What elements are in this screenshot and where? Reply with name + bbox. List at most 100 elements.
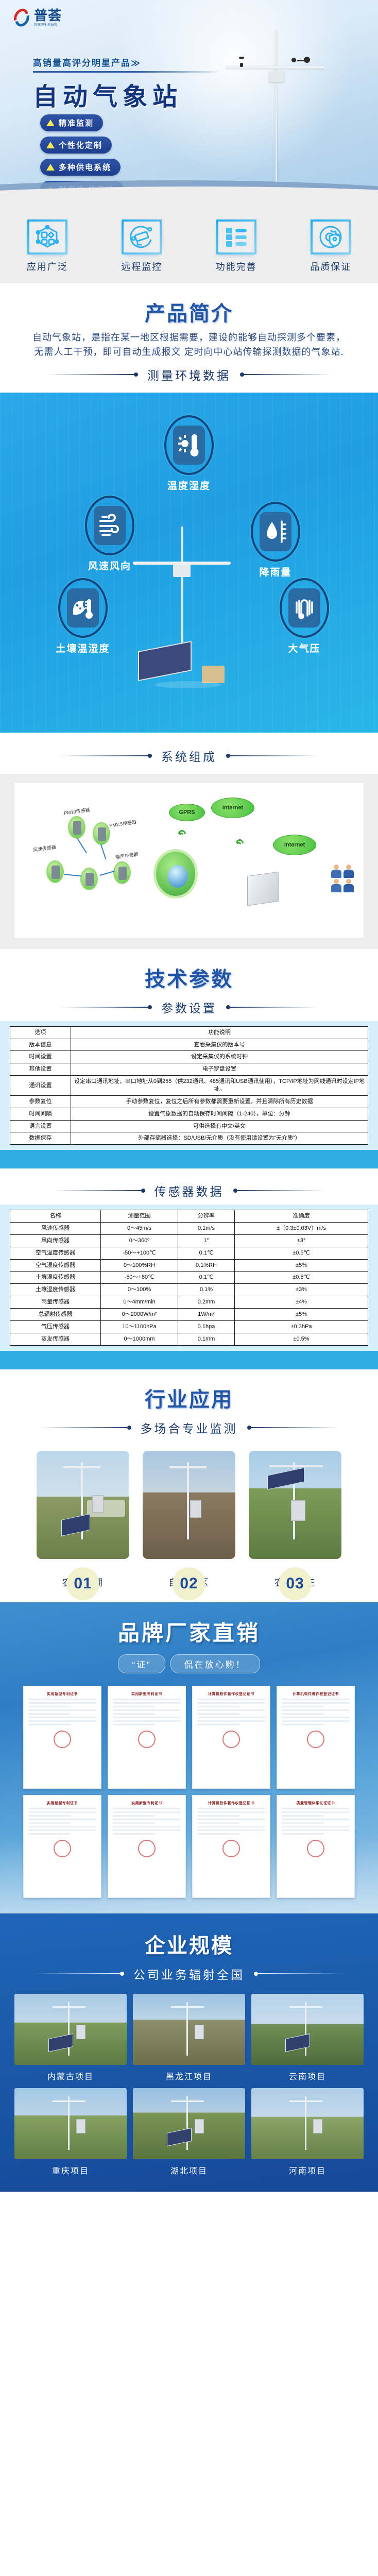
- feature-item-application[interactable]: 应用广泛: [9, 219, 86, 273]
- product-intro-section: 产品简介 自动气象站，是指在某一地区根据需要，建设的能够自动探测多个要素，无需人…: [0, 283, 378, 383]
- certificate-seal-icon: [138, 1839, 156, 1857]
- rule-line-right: [251, 1427, 339, 1428]
- diagram-link: [99, 870, 115, 876]
- certificate-card[interactable]: 实用新型专利证书: [23, 1794, 101, 1898]
- cell-desc: 设定串口通讯地址，串口地址从0到255（供232通讯、485通讯和USB通讯使用…: [71, 1075, 368, 1096]
- cell-range: 0～4mm/min: [100, 1296, 178, 1309]
- brand-subtitle-right: 侃在放心购！: [170, 1654, 260, 1673]
- measure-label: 风速风向: [88, 561, 131, 572]
- measure-rule: 测量环境数据: [24, 366, 354, 383]
- feature-item-quality[interactable]: 品质保证: [292, 219, 369, 273]
- diagram-node-internet-1: Internet: [211, 797, 254, 818]
- station-crossarm: [133, 561, 231, 565]
- cell-option: 时间间隔: [10, 1107, 71, 1121]
- hero-badge-label: 个性化定制: [59, 141, 103, 150]
- app-card-farmland[interactable]: 01 农田大棚: [37, 1450, 129, 1600]
- certificate-seal-icon: [54, 1839, 71, 1857]
- wind-vane-icon: [290, 56, 321, 67]
- rule-dot-right: [233, 1189, 237, 1193]
- certificate-card[interactable]: 实用新型专利证书: [23, 1685, 101, 1789]
- certificate-title: 计算机软件著作权登记证书: [208, 1801, 254, 1805]
- brand-subtitle-left: “证”: [118, 1654, 165, 1673]
- logo-tagline: 物联网生态服务: [34, 23, 58, 27]
- measurement-section: 温度湿度 风速风向: [0, 392, 378, 733]
- col-header-description: 功能说明: [71, 1026, 368, 1039]
- diagram-users: [331, 864, 354, 892]
- certificate-card[interactable]: 质量管理体系认证证书: [277, 1794, 355, 1898]
- measure-rule-label: 测量环境数据: [147, 368, 231, 382]
- hero-badge-label: 精准监测: [59, 119, 94, 128]
- project-card-neimenggu[interactable]: 内蒙古项目: [14, 1993, 127, 2082]
- network-nodes-icon: [27, 219, 67, 255]
- feature-strip: 应用广泛 远程监控: [0, 211, 378, 283]
- rule-dot-right: [247, 1425, 251, 1430]
- table-row: 风向传感器 0～360º 1° ±3°: [10, 1234, 368, 1247]
- cyan-divider-band: [0, 1150, 378, 1169]
- project-card-chongqing[interactable]: 重庆项目: [14, 2088, 127, 2176]
- camera-monitor-icon: [122, 219, 162, 255]
- rule-line-right: [258, 1973, 346, 1974]
- table-header-row: 选项 功能说明: [10, 1026, 368, 1039]
- weather-sensor-hub: [269, 71, 284, 82]
- app-photo: [249, 1450, 341, 1559]
- certificate-card[interactable]: 计算机软件著作权登记证书: [192, 1794, 270, 1898]
- certificate-card[interactable]: 计算机软件著作权登记证书: [192, 1685, 270, 1789]
- rule-dot-left: [134, 372, 138, 377]
- diagram-sensor-wind: [46, 860, 64, 883]
- table-row: 版本信息 查看采集仪的版本号: [10, 1038, 368, 1052]
- params-table-band: 选项 功能说明 版本信息 查看采集仪的版本号 时间设置 设定采集仪的系统时钟 其他设…: [0, 1021, 378, 1150]
- rule-line-left: [32, 1973, 120, 1974]
- soil-thermometer-icon: [67, 588, 99, 628]
- brand-logo: 普荟 物联网生态服务: [11, 6, 62, 29]
- project-label: 黑龙江项目: [165, 2072, 212, 2081]
- sensors-rule-label: 传感器数据: [154, 1185, 224, 1199]
- certificate-title: 实用新型专利证书: [131, 1692, 162, 1696]
- project-photo: [14, 1993, 127, 2065]
- apps-rule-label: 多场合专业监测: [140, 1421, 238, 1435]
- station-sensor-box: [173, 564, 191, 577]
- weather-crossarm: [226, 66, 324, 69]
- project-card-yunnan[interactable]: 云南项目: [251, 1993, 364, 2082]
- project-card-grid: 内蒙古项目 黑龙江项目 云南项目 重庆项目: [0, 1993, 378, 2176]
- rule-line-right: [237, 1190, 325, 1192]
- cell-res: 0.1%RH: [178, 1259, 235, 1272]
- certificate-card[interactable]: 实用新型专利证书: [108, 1794, 186, 1898]
- triangle-icon: [46, 142, 55, 148]
- project-card-hubei[interactable]: 湖北项目: [133, 2088, 245, 2176]
- certificate-seal-icon: [138, 1730, 156, 1748]
- diagram-sensor-temp: [80, 867, 98, 890]
- cell-range: 0～100%RH: [100, 1259, 178, 1272]
- rule-dot-left: [148, 753, 152, 758]
- app-card-scenic[interactable]: 02 自然景区: [143, 1450, 235, 1600]
- project-card-henan[interactable]: 河南项目: [251, 2088, 364, 2176]
- feature-item-function[interactable]: 功能完善: [198, 219, 275, 273]
- cell-name: 风速传感器: [10, 1222, 101, 1235]
- certificate-card[interactable]: 计算机软件著作权登记证书: [277, 1685, 355, 1789]
- certificate-seal-icon: [307, 1839, 324, 1857]
- certificate-card[interactable]: 实用新型专利证书: [108, 1685, 186, 1789]
- rule-line-right: [230, 1006, 318, 1008]
- apps-rule: 多场合专业监测: [24, 1419, 354, 1436]
- app-card-farmstay[interactable]: 03 农庄山庄: [249, 1450, 341, 1600]
- certificate-title: 实用新型专利证书: [47, 1801, 78, 1805]
- measure-item-pressure: 大气压: [266, 578, 343, 655]
- cell-acc: ±5%: [234, 1308, 368, 1321]
- cell-desc: 电子罗盘设置: [71, 1063, 368, 1076]
- project-label: 云南项目: [288, 2072, 326, 2081]
- settings-list-icon: [216, 219, 256, 255]
- rule-line-left: [60, 755, 148, 756]
- triangle-icon: [46, 120, 55, 126]
- measure-ring: [251, 501, 300, 562]
- feature-item-remote[interactable]: 远程监控: [103, 219, 180, 273]
- section-title-tech: 技术参数: [145, 968, 233, 991]
- table-row: 蒸发传感器 0～1000mm 0.1mm ±0.5%: [10, 1332, 368, 1346]
- cell-name: 土壤湿度传感器: [10, 1283, 101, 1297]
- table-row: 空气温度传感器 -50～+100℃ 0.1℃ ±0.5℃: [10, 1246, 368, 1260]
- project-card-heilongjiang[interactable]: 黑龙江项目: [133, 1993, 245, 2082]
- cell-option: 参数复位: [10, 1095, 71, 1108]
- cell-name: 土壤温度传感器: [10, 1271, 101, 1284]
- system-rule: 系统组成: [24, 747, 354, 765]
- diagram-sensor-noise: [113, 861, 131, 884]
- col-header-option: 选项: [10, 1026, 71, 1039]
- cell-name: 气压传感器: [10, 1320, 101, 1333]
